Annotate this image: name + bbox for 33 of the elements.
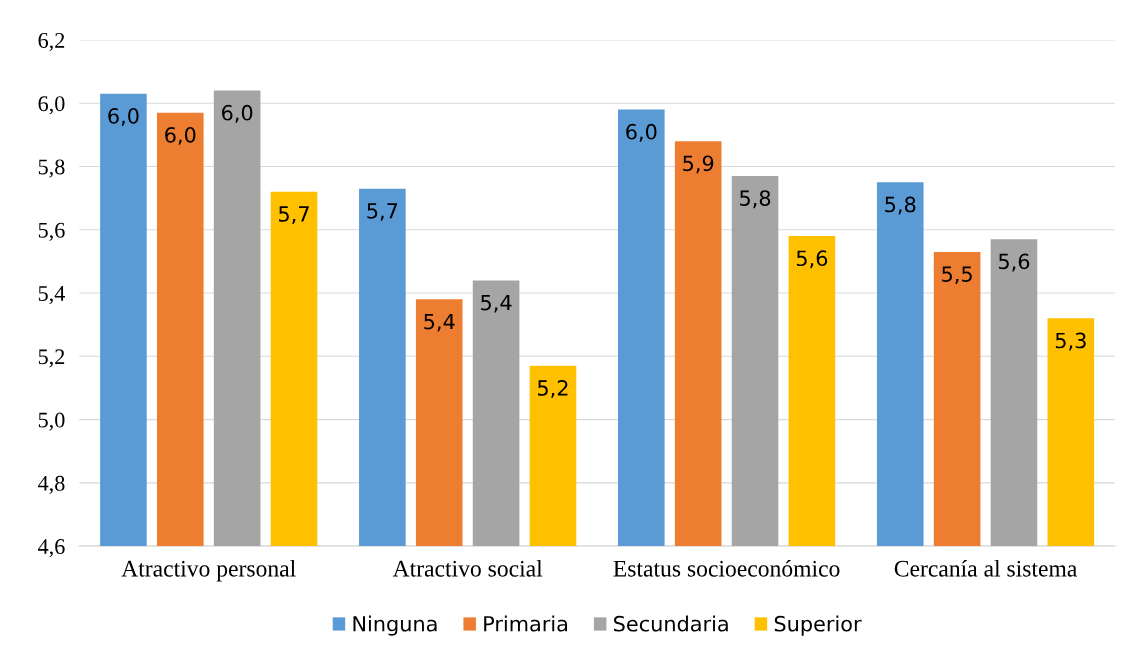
data-label: 5,8: [740, 190, 771, 209]
data-label: 5,4: [424, 313, 455, 332]
legend-label: Ninguna: [353, 615, 437, 636]
data-label: 6,0: [165, 126, 196, 145]
legend-label: Superior: [774, 615, 862, 636]
data-label: 5,6: [796, 250, 828, 269]
data-label: 6,0: [108, 108, 139, 126]
legend-label: Primaria: [484, 615, 568, 632]
legend-label: Secundaria: [614, 615, 728, 632]
y-tick-label: 5,4: [38, 286, 65, 305]
data-label: 5,3: [1055, 332, 1086, 351]
data-label: 5,6: [999, 253, 1030, 272]
data-label: 6,0: [222, 104, 253, 123]
y-tick-label: 5,8: [38, 159, 65, 178]
y-tick-label: 5,6: [38, 222, 65, 241]
y-tick-label: 4,8: [38, 475, 65, 494]
data-label: 5,9: [683, 155, 714, 174]
y-tick-label: 4,6: [38, 539, 65, 558]
data-label: 5,7: [279, 206, 309, 224]
y-tick-label: 5,0: [38, 412, 65, 431]
x-tick-label: Cercanía al sistema: [894, 559, 1077, 577]
y-tick-label: 6,0: [38, 96, 65, 115]
x-tick-label: Atractivo social: [392, 560, 543, 577]
data-label: 5,8: [885, 196, 916, 215]
y-tick-label: 6,2: [38, 32, 65, 52]
y-tick-label: 5,2: [38, 349, 65, 368]
data-label: 5,2: [538, 380, 568, 398]
x-tick-label: Estatus socioeconómico: [613, 559, 840, 577]
x-tick-label: Atractivo personal: [121, 560, 296, 582]
data-label: 5,5: [942, 266, 972, 285]
data-label: 6,0: [626, 123, 657, 142]
data-label: 5,7: [367, 203, 398, 221]
data-label: 5,4: [481, 294, 512, 313]
